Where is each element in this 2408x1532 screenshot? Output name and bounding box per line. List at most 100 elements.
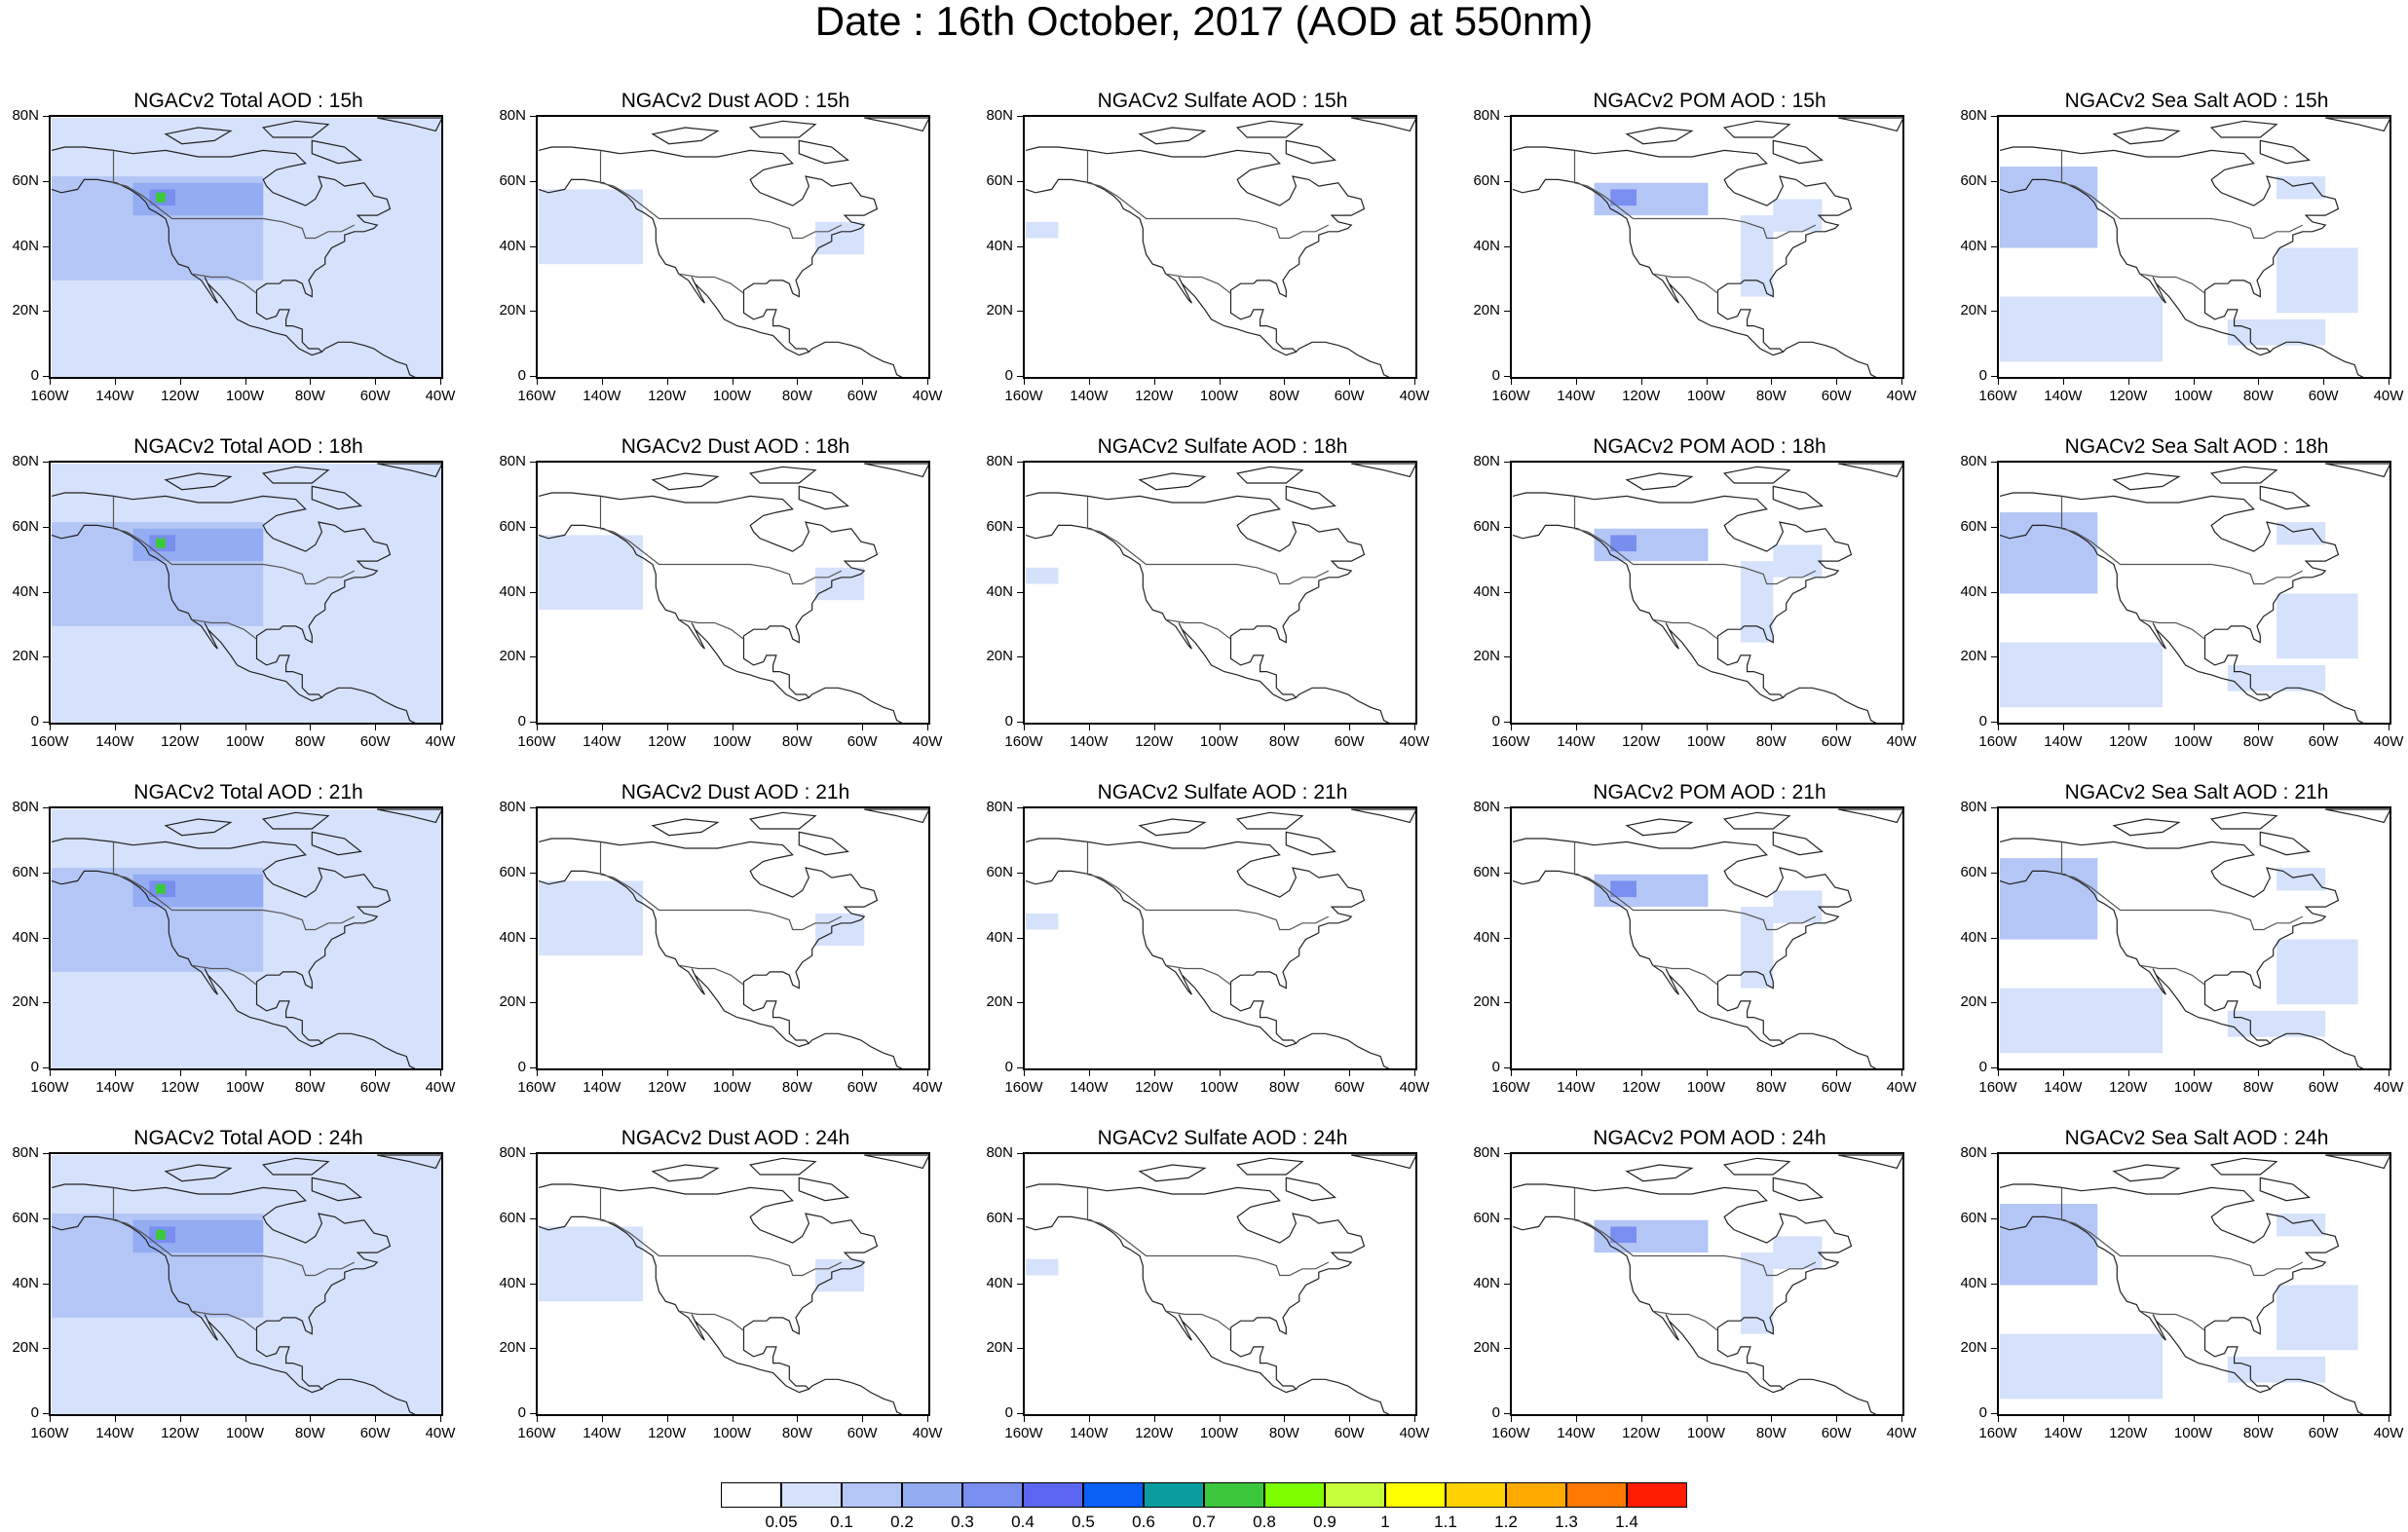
lat-tick-label: 0 — [1978, 1059, 1987, 1075]
map-panel: NGACv2 Sulfate AOD : 21h 80N 60N 40N 20N 0 160… — [974, 781, 1461, 1126]
lon-tick — [537, 725, 538, 730]
aod-field-patch — [1610, 189, 1637, 206]
lon-tick — [1771, 1416, 1773, 1422]
lat-tick — [1504, 1067, 1510, 1068]
lat-tick — [1991, 656, 1997, 658]
map-plot — [1025, 1154, 1415, 1414]
map-frame — [49, 461, 443, 725]
coastline — [2325, 808, 2389, 824]
lon-tick-label: 40W — [425, 733, 456, 750]
lat-tick-label: 40N — [12, 1274, 39, 1291]
coastline — [1838, 1154, 1902, 1170]
coastline — [748, 120, 817, 138]
lat-tick-label: 20N — [1960, 993, 1987, 1011]
lat-tick-label: 40N — [499, 582, 526, 600]
lon-tick — [666, 725, 668, 730]
lon-tick-label: 120W — [2109, 1425, 2148, 1441]
lat-tick — [1504, 722, 1510, 723]
lat-tick — [43, 245, 49, 247]
lat-tick-label: 20N — [986, 648, 1013, 665]
panel-title: NGACv2 POM AOD : 18h — [1593, 435, 1826, 458]
map-plot — [538, 808, 928, 1068]
colorbar-swatch — [1264, 1482, 1325, 1508]
lon-tick — [2062, 379, 2064, 385]
map-frame — [536, 1152, 930, 1416]
lon-tick-label: 60W — [847, 733, 878, 750]
lon-tick-label: 140W — [1557, 388, 1596, 404]
lat-tick — [1017, 1413, 1023, 1414]
lat-tick-label: 0 — [30, 1059, 39, 1075]
lon-tick-label: 40W — [1399, 388, 1430, 404]
map-frame — [1997, 461, 2391, 725]
lon-tick — [537, 379, 538, 385]
lat-tick-label: 40N — [499, 1274, 526, 1291]
map-plot — [538, 1154, 928, 1414]
coastline — [1285, 485, 1336, 510]
lon-tick-label: 40W — [1886, 733, 1917, 750]
aod-field-patch — [1740, 215, 1774, 297]
lon-tick-label: 140W — [1070, 1425, 1109, 1441]
lat-tick-label: 40N — [12, 237, 39, 254]
lon-tick — [1901, 1070, 1902, 1076]
lat-tick — [43, 872, 49, 874]
lon-tick-label: 100W — [1686, 388, 1726, 404]
lon-tick-label: 140W — [583, 1425, 621, 1441]
map-panel: NGACv2 Total AOD : 24h 80N 60N 40N 20N 0 160W 1… — [0, 1127, 487, 1472]
lon-tick — [1219, 725, 1221, 730]
lon-tick-label: 140W — [1557, 733, 1596, 750]
lon-tick — [114, 725, 116, 730]
lon-tick — [927, 379, 928, 385]
lon-tick-label: 60W — [1334, 733, 1365, 750]
lat-tick — [1504, 591, 1510, 593]
lon-tick — [1284, 379, 1286, 385]
map-panel: NGACv2 Sulfate AOD : 15h 80N 60N 40N 20N 0 160… — [974, 90, 1461, 434]
lat-tick — [530, 116, 536, 117]
lon-tick-label: 160W — [30, 1079, 69, 1096]
lon-tick — [2323, 1070, 2325, 1076]
map-frame — [1510, 806, 1904, 1070]
colorbar-swatch — [842, 1482, 902, 1508]
lat-tick-label: 0 — [1491, 1059, 1500, 1075]
lat-tick-label: 60N — [12, 517, 39, 535]
lon-tick-label: 100W — [2173, 1425, 2213, 1441]
lat-tick — [43, 1217, 49, 1219]
lon-tick-label: 80W — [294, 1425, 325, 1441]
lon-tick-label: 140W — [95, 1425, 134, 1441]
map-panel: NGACv2 Dust AOD : 18h 80N 60N 40N 20N 0 160W 14… — [487, 435, 974, 780]
lat-tick — [1017, 1217, 1023, 1219]
lon-tick-label: 80W — [781, 388, 812, 404]
lon-tick-label: 100W — [712, 388, 752, 404]
coastline — [1722, 1157, 1791, 1176]
colorbar-label: 1 — [1380, 1513, 1390, 1531]
country-border — [2139, 964, 2205, 986]
lon-tick — [797, 1070, 799, 1076]
lat-tick-label: 0 — [517, 1404, 526, 1421]
lat-tick — [1017, 311, 1023, 313]
lon-tick-label: 100W — [2173, 388, 2213, 404]
lon-tick — [1349, 379, 1351, 385]
colorbar-label: 0.4 — [1011, 1513, 1035, 1531]
lon-tick-label: 40W — [1886, 1079, 1917, 1096]
coastline — [261, 1157, 330, 1176]
map-frame — [1510, 115, 1904, 379]
lon-tick — [927, 1070, 928, 1076]
panel-title: NGACv2 Total AOD : 15h — [133, 90, 363, 112]
lon-tick-label: 160W — [1491, 1425, 1530, 1441]
lon-tick — [440, 1416, 441, 1422]
country-border — [1086, 496, 1330, 585]
lat-tick — [530, 180, 536, 182]
lat-tick-label: 80N — [12, 799, 39, 815]
lat-tick — [43, 1153, 49, 1154]
lat-tick — [43, 376, 49, 377]
coastline — [51, 524, 416, 723]
map-frame — [536, 806, 930, 1070]
figure-title: Date : 16th October, 2017 (AOD at 550nm) — [814, 0, 1594, 44]
coastline — [538, 178, 903, 377]
coastline — [51, 1215, 416, 1414]
lon-tick — [1706, 1070, 1708, 1076]
coastline — [1235, 1157, 1304, 1176]
lon-tick — [440, 1070, 441, 1076]
lon-tick — [179, 1070, 181, 1076]
colorbar-label: 1.3 — [1555, 1513, 1578, 1531]
coastline — [311, 1177, 362, 1202]
